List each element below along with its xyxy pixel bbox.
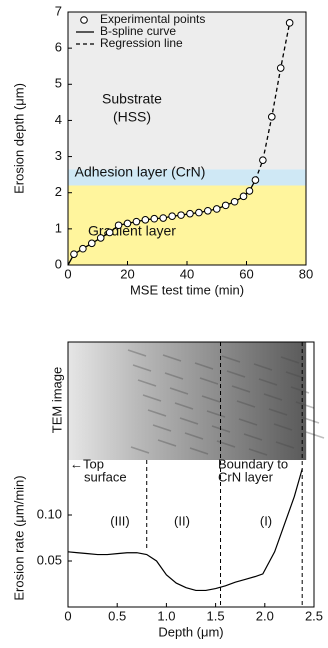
data-point xyxy=(222,202,229,209)
data-point xyxy=(286,20,293,27)
data-point xyxy=(178,212,185,219)
figure: Gradient layerAdhesion layer (CrN)Substr… xyxy=(0,0,328,648)
y-tick-label: 0 xyxy=(55,256,62,271)
y-tick-label: 3 xyxy=(55,148,62,163)
data-point xyxy=(71,251,78,258)
x-tick-label: 0 xyxy=(64,608,71,623)
x-tick-label: 60 xyxy=(239,266,253,281)
data-point xyxy=(106,229,113,236)
x-tick-label: 0.5 xyxy=(108,608,126,623)
annotation: (III) xyxy=(110,513,130,528)
x-tick-label: 1.0 xyxy=(157,608,175,623)
data-point xyxy=(213,206,220,213)
annotation: (I) xyxy=(260,513,272,528)
legend-label: Regression line xyxy=(100,36,183,50)
y-tick-label: 4 xyxy=(55,112,62,127)
y-tick-label: 7 xyxy=(55,3,62,18)
x-tick-label: 1.5 xyxy=(207,608,225,623)
data-point xyxy=(160,215,167,222)
data-point xyxy=(246,188,253,195)
image-label: TEM image xyxy=(49,367,64,433)
data-point xyxy=(142,217,149,224)
x-tick-label: 2.5 xyxy=(305,608,323,623)
data-point xyxy=(240,193,247,200)
data-point xyxy=(260,157,267,164)
rate-curve xyxy=(68,469,302,590)
data-point xyxy=(97,235,104,242)
data-point xyxy=(252,177,259,184)
data-point xyxy=(205,207,212,214)
y-tick-label: 0.05 xyxy=(37,552,62,567)
annotation: surface xyxy=(84,469,127,484)
data-point xyxy=(133,218,140,225)
data-point xyxy=(80,245,87,252)
x-tick-label: 80 xyxy=(299,266,313,281)
annotation: (II) xyxy=(174,513,190,528)
y-tick-label: 0.10 xyxy=(37,506,62,521)
y-tick-label: 2 xyxy=(55,184,62,199)
y-tick-label: 5 xyxy=(55,76,62,91)
legend-marker xyxy=(81,17,88,24)
x-tick-label: 2.0 xyxy=(256,608,274,623)
y-tick-label: 6 xyxy=(55,40,62,55)
tem-image xyxy=(68,342,306,460)
y-axis-label: Erosion depth (μm) xyxy=(11,83,26,194)
data-point xyxy=(277,65,284,72)
region-label: (HSS) xyxy=(113,109,151,125)
region-label: Adhesion layer (CrN) xyxy=(75,164,206,180)
x-tick-label: 20 xyxy=(120,266,134,281)
data-point xyxy=(169,213,176,220)
x-tick-label: 40 xyxy=(180,266,194,281)
data-point xyxy=(196,209,203,216)
annotation: CrN layer xyxy=(218,469,274,484)
y-tick-label: 1 xyxy=(55,220,62,235)
tem-texture xyxy=(306,432,324,438)
data-point xyxy=(187,210,194,217)
data-point xyxy=(268,114,275,121)
data-point xyxy=(231,198,238,205)
x-axis-label: Depth (μm) xyxy=(158,624,223,639)
x-axis-label: MSE test time (min) xyxy=(130,282,244,297)
x-tick-label: 0 xyxy=(64,266,71,281)
data-point xyxy=(115,222,122,229)
data-point xyxy=(151,215,158,222)
data-point xyxy=(124,220,131,227)
region-label: Substrate xyxy=(102,91,162,107)
data-point xyxy=(89,240,96,247)
y-axis-label: Erosion rate (μm/min) xyxy=(11,475,26,600)
